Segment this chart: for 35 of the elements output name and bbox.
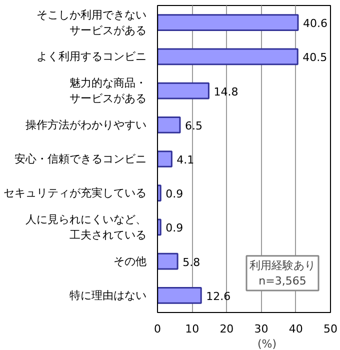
data-label: 12.6 (206, 290, 231, 303)
y-tick-label: 人に見られにくいなど、工夫されている (26, 212, 146, 242)
data-label: 40.6 (302, 17, 328, 30)
y-tick-label: そこしか利用できないサービスがある (36, 8, 146, 37)
data-label: 14.8 (214, 85, 238, 98)
data-label: 0.9 (166, 222, 184, 235)
bar (158, 48, 298, 66)
y-tick-label: よく利用するコンビニ (36, 50, 146, 64)
bar (158, 184, 162, 202)
bar (158, 252, 178, 270)
data-label: 40.5 (302, 51, 328, 64)
data-label: 6.5 (184, 119, 202, 132)
data-label: 0.9 (166, 188, 184, 201)
y-tick-label: 魅力的な商品・サービスがある (70, 76, 146, 106)
x-tick-label: 10 (185, 322, 200, 336)
bar (158, 82, 210, 100)
y-tick-label: セキュリティが充実している (4, 186, 146, 200)
data-label: 5.8 (182, 256, 200, 269)
x-tick-label: 30 (254, 322, 268, 336)
bar (158, 150, 172, 168)
bar (158, 14, 299, 31)
bar (158, 287, 202, 304)
y-tick-label: 特に理由はない (70, 288, 146, 302)
annotation: 利用経験あり n=3,565 (250, 258, 316, 288)
y-tick-label: その他 (114, 254, 146, 268)
y-tick-label: 安心・信頼できるコンビニ (14, 152, 146, 166)
x-axis-title: (%) (258, 338, 277, 350)
bar (158, 218, 162, 236)
x-tick-label: 40 (288, 322, 303, 336)
x-tick-label: 50 (324, 322, 338, 336)
bar (158, 116, 181, 134)
y-tick-label: 操作方法がわかりやすい (26, 118, 146, 132)
data-label: 4.1 (176, 154, 194, 166)
x-tick-label: 0 (154, 322, 161, 336)
x-tick-label: 20 (220, 322, 234, 336)
